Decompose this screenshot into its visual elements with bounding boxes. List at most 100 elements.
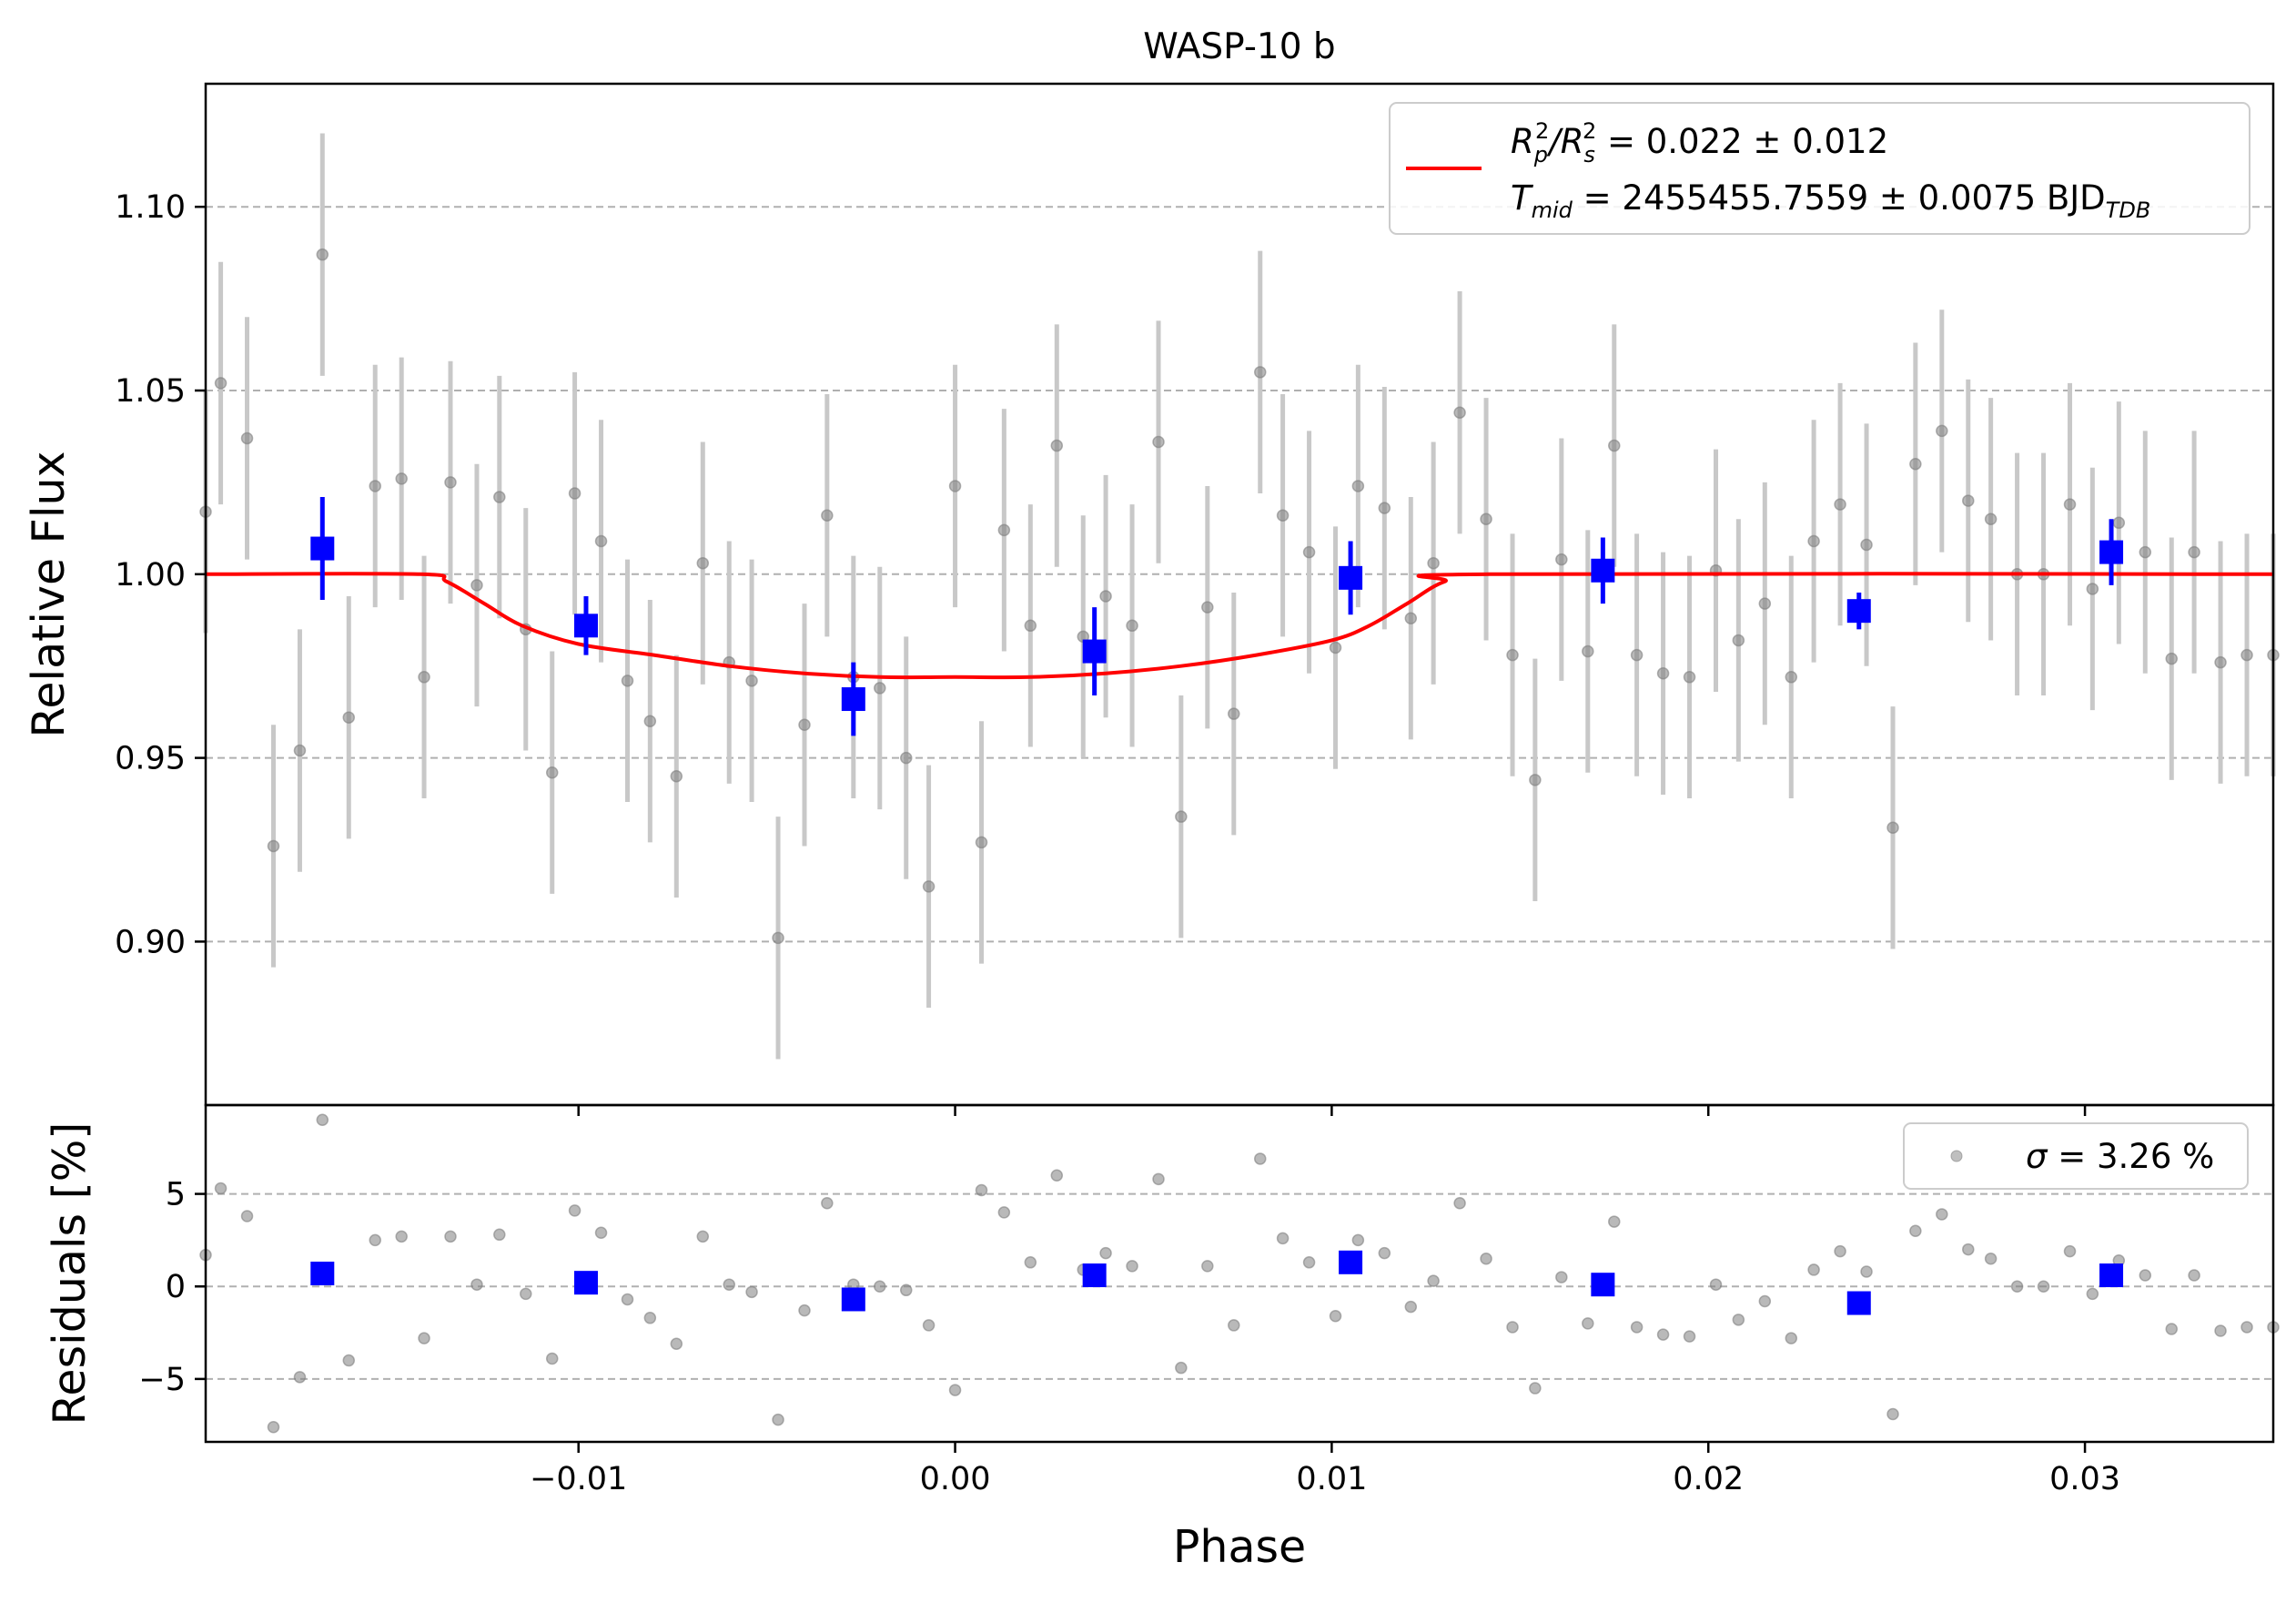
raw-point bbox=[594, 534, 608, 548]
residual-point bbox=[899, 1283, 913, 1297]
raw-point bbox=[2063, 498, 2077, 511]
residuals-x-ticks: −0.01 0.00 0.01 0.02 0.03 bbox=[530, 1442, 2120, 1497]
residual-point bbox=[2037, 1280, 2050, 1293]
residual-point bbox=[568, 1204, 582, 1217]
legend-rp-rs-value: = 0.022 ± 0.012 bbox=[1596, 122, 1888, 161]
residual-point bbox=[2165, 1323, 2179, 1335]
x-tick-label: −0.01 bbox=[530, 1461, 627, 1497]
lightcurve-y-ticks: 0.90 0.95 1.00 1.05 1.10 bbox=[115, 189, 206, 960]
raw-point bbox=[1453, 406, 1466, 419]
residual-point bbox=[1050, 1169, 1064, 1182]
residual-point bbox=[1529, 1382, 1542, 1395]
legend-residual-marker bbox=[1950, 1150, 1963, 1162]
raw-point bbox=[214, 377, 228, 390]
y-tick-label: 0.95 bbox=[115, 741, 186, 777]
residual-point bbox=[1683, 1330, 1696, 1343]
raw-point bbox=[1529, 774, 1542, 786]
residual-point bbox=[342, 1354, 356, 1367]
residual-point bbox=[316, 1113, 329, 1127]
residual-point bbox=[821, 1196, 834, 1210]
residual-point bbox=[444, 1230, 457, 1243]
residual-point bbox=[293, 1371, 307, 1384]
legend-tmid-symbol: T bbox=[1511, 178, 1533, 218]
raw-point bbox=[1050, 439, 1064, 452]
legend-tmid-subscript: mid bbox=[1532, 198, 1573, 223]
residual-binned-point bbox=[573, 1271, 598, 1295]
residual-point bbox=[1555, 1271, 1568, 1283]
raw-point bbox=[975, 836, 988, 849]
raw-point bbox=[670, 770, 683, 783]
residual-point bbox=[1909, 1224, 1922, 1237]
residual-point bbox=[240, 1210, 254, 1223]
raw-point bbox=[1276, 509, 1290, 522]
residual-point bbox=[1608, 1215, 1621, 1228]
raw-point bbox=[643, 715, 657, 727]
residual-point bbox=[1427, 1274, 1440, 1287]
residual-point bbox=[267, 1420, 280, 1434]
residual-point bbox=[1228, 1319, 1240, 1332]
residual-point bbox=[1404, 1300, 1418, 1314]
legend-tmid-entry: Tmid = 2455455.7559 ± 0.0075 BJDTDB bbox=[1511, 178, 2150, 223]
legend-tmid-value: = 2455455.7559 ± 0.0075 BJD bbox=[1573, 178, 2106, 218]
x-axis-label-phase: Phase bbox=[1173, 1521, 1306, 1573]
residual-point bbox=[670, 1337, 683, 1351]
residual-point bbox=[1807, 1263, 1820, 1276]
x-tick-label: 0.00 bbox=[920, 1461, 991, 1497]
raw-point bbox=[1860, 538, 1873, 552]
binned-data-points bbox=[310, 497, 2124, 736]
legend-tdb-subscript: TDB bbox=[2106, 198, 2151, 223]
raw-point bbox=[1656, 667, 1670, 680]
residual-raw-points bbox=[199, 1113, 2280, 1434]
residual-point bbox=[1582, 1317, 1594, 1330]
residual-point bbox=[772, 1413, 784, 1426]
raw-point bbox=[316, 248, 329, 261]
raw-point bbox=[2165, 652, 2179, 665]
raw-point bbox=[1555, 553, 1568, 566]
raw-point bbox=[621, 675, 634, 687]
raw-point bbox=[1126, 619, 1138, 633]
legend-rs-superscript: 2 bbox=[1583, 118, 1596, 144]
raw-point bbox=[2112, 516, 2126, 530]
residual-point bbox=[696, 1230, 710, 1243]
raw-point bbox=[1329, 641, 1342, 654]
residual-point bbox=[723, 1278, 735, 1291]
raw-point bbox=[293, 744, 307, 757]
raw-point bbox=[568, 487, 582, 500]
residual-point bbox=[1453, 1196, 1466, 1210]
raw-point bbox=[1758, 597, 1772, 610]
raw-point bbox=[1608, 439, 1621, 452]
residual-point bbox=[621, 1293, 634, 1306]
raw-point bbox=[1201, 601, 1214, 614]
raw-point bbox=[493, 491, 506, 503]
residual-point bbox=[1709, 1278, 1723, 1291]
legend-sigma-value: = 3.26 % bbox=[2047, 1137, 2214, 1176]
legend-box bbox=[1389, 102, 2250, 235]
residual-point bbox=[1630, 1321, 1644, 1334]
raw-data-points bbox=[199, 133, 2280, 1060]
raw-point bbox=[1024, 619, 1037, 633]
x-tick-label: 0.02 bbox=[1673, 1461, 1744, 1497]
binned-point bbox=[1339, 565, 1363, 590]
raw-point bbox=[545, 766, 559, 779]
lightcurve-x-ticks bbox=[577, 1105, 2087, 1116]
residual-point bbox=[470, 1278, 483, 1291]
residual-point bbox=[1732, 1314, 1745, 1326]
binned-point bbox=[1591, 558, 1615, 583]
residual-point bbox=[1506, 1321, 1519, 1334]
residual-point bbox=[2063, 1244, 2077, 1258]
raw-point bbox=[997, 523, 1011, 537]
raw-point bbox=[1886, 821, 1899, 835]
residual-point bbox=[1962, 1243, 1975, 1256]
transit-model-line bbox=[205, 572, 2274, 680]
residual-point bbox=[2139, 1269, 2152, 1282]
legend-sigma-symbol: σ bbox=[2026, 1137, 2048, 1176]
residual-point bbox=[520, 1287, 532, 1301]
x-tick-label: 0.03 bbox=[2049, 1461, 2120, 1497]
raw-point bbox=[470, 579, 483, 592]
residual-point bbox=[1860, 1265, 1873, 1278]
raw-point bbox=[1630, 648, 1644, 662]
chart-title: WASP-10 b bbox=[1143, 26, 1335, 67]
residual-binned-point bbox=[310, 1262, 335, 1285]
raw-point bbox=[1683, 671, 1696, 684]
